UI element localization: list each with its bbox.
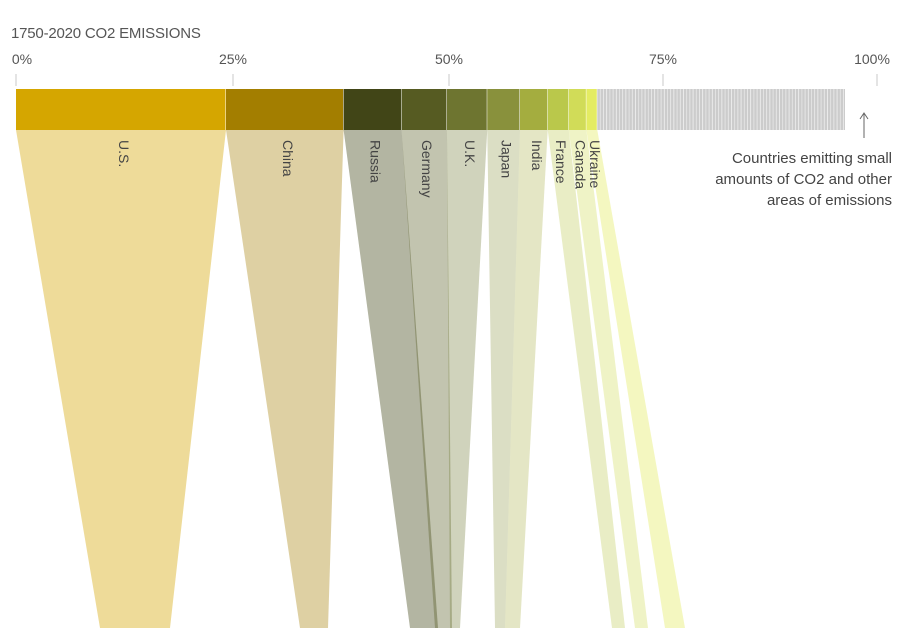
ribbon-1 [226, 130, 344, 628]
bar-label-0: U.S. [116, 140, 132, 167]
ribbon-9 [586, 130, 685, 628]
ribbon-4 [446, 130, 488, 628]
axis-layer [15, 74, 878, 138]
rest-annotation: Countries emitting small amounts of CO2 … [715, 150, 892, 209]
arrow-up-icon [859, 112, 869, 120]
ribbon-6 [505, 130, 548, 628]
bar-segment-9 [586, 89, 597, 130]
bar-label-5: Japan [499, 140, 515, 178]
ribbon-3 [401, 130, 452, 628]
labels-layer: U.S. China Russia Germany U.K. Japan India Fran… [116, 140, 603, 198]
bar-segment-0 [16, 89, 226, 130]
tick-label-75: 75% [648, 51, 678, 67]
ribbon-2 [343, 130, 438, 628]
bar-label-2: Russia [368, 140, 384, 183]
bar-label-6: India [529, 140, 545, 171]
rest-layer [597, 89, 845, 130]
bar-label-4: U.K. [462, 140, 478, 167]
bar-segment-1 [226, 89, 344, 130]
bar-segment-2 [343, 89, 402, 130]
ribbon-5 [487, 130, 520, 628]
tick-label-25: 25% [218, 51, 248, 67]
bar-label-8: Canada [573, 140, 589, 189]
ribbon-8 [568, 130, 648, 628]
tick-label-0: 0% [11, 51, 33, 67]
bar-segment-8 [568, 89, 586, 130]
bar-label-3: Germany [419, 140, 435, 198]
ribbon-0 [16, 130, 226, 628]
bar-segment-4 [446, 89, 487, 130]
bar-segment-6 [520, 89, 548, 130]
bar-label-9: Ukraine [587, 140, 603, 188]
bar-segment-5 [487, 89, 520, 130]
bar-segment-3 [401, 89, 447, 130]
bar-label-1: China [280, 140, 296, 177]
bars-layer [16, 89, 597, 130]
bar-segment-7 [547, 89, 569, 130]
tick-label-100: 100% [854, 51, 890, 67]
chart-title: 1750-2020 CO2 EMISSIONS [11, 25, 201, 42]
bar-label-7: France [553, 140, 569, 184]
tick-label-50: 50% [434, 51, 464, 67]
rest-block [597, 89, 845, 130]
ribbon-7 [547, 130, 625, 628]
ribbons-layer [16, 130, 685, 628]
